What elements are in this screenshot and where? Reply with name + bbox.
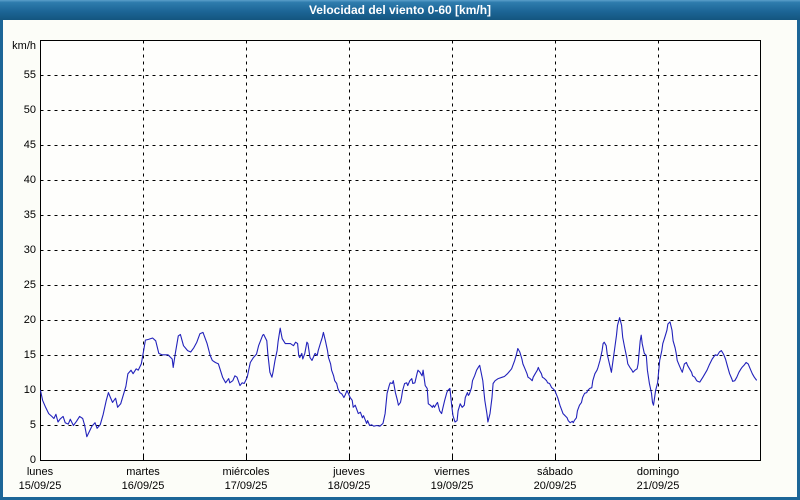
y-tick-label-15: 15 — [23, 349, 36, 361]
day-date: 20/09/25 — [533, 480, 577, 492]
day-name: miércoles — [222, 466, 270, 478]
y-tick-label-5: 5 — [29, 419, 36, 431]
y-tick-label-20: 20 — [23, 314, 36, 326]
day-date: 18/09/25 — [327, 480, 371, 492]
x-axis-label-wednesday: miércoles 17/09/25 — [194, 465, 298, 493]
x-axis-label-thursday: jueves 18/09/25 — [297, 465, 401, 493]
day-date: 17/09/25 — [224, 480, 268, 492]
day-date: 19/09/25 — [430, 480, 474, 492]
y-tick-label-50: 50 — [23, 104, 36, 116]
x-axis-label-sunday: domingo 21/09/25 — [606, 465, 710, 493]
day-name: domingo — [636, 466, 680, 478]
x-axis-label-tuesday: martes 16/09/25 — [91, 465, 195, 493]
day-date: 15/09/25 — [18, 480, 62, 492]
day-name: martes — [126, 466, 160, 478]
day-date: 16/09/25 — [121, 480, 165, 492]
day-name: jueves — [333, 466, 365, 478]
y-tick-label-40: 40 — [23, 174, 36, 186]
chart-title: Velocidad del viento 0-60 [km/h] — [308, 3, 492, 17]
day-name: lunes — [26, 466, 54, 478]
y-tick-label-35: 35 — [23, 209, 36, 221]
x-axis-label-saturday: sábado 20/09/25 — [503, 465, 607, 493]
title-bar: Velocidad del viento 0-60 [km/h] — [0, 0, 800, 20]
day-name: sábado — [536, 466, 574, 478]
y-tick-label-25: 25 — [23, 279, 36, 291]
y-tick-label-45: 45 — [23, 139, 36, 151]
day-name: viernes — [434, 466, 470, 478]
y-tick-label-10: 10 — [23, 384, 36, 396]
x-axis-label-monday: lunes 15/09/25 — [0, 465, 92, 493]
y-axis-origin-label: 0 — [29, 454, 36, 466]
day-date: 21/09/25 — [636, 480, 680, 492]
y-axis-unit-label: km/h — [12, 40, 36, 52]
y-tick-label-55: 55 — [23, 69, 36, 81]
x-axis-label-friday: viernes 19/09/25 — [400, 465, 504, 493]
y-tick-label-30: 30 — [23, 244, 36, 256]
